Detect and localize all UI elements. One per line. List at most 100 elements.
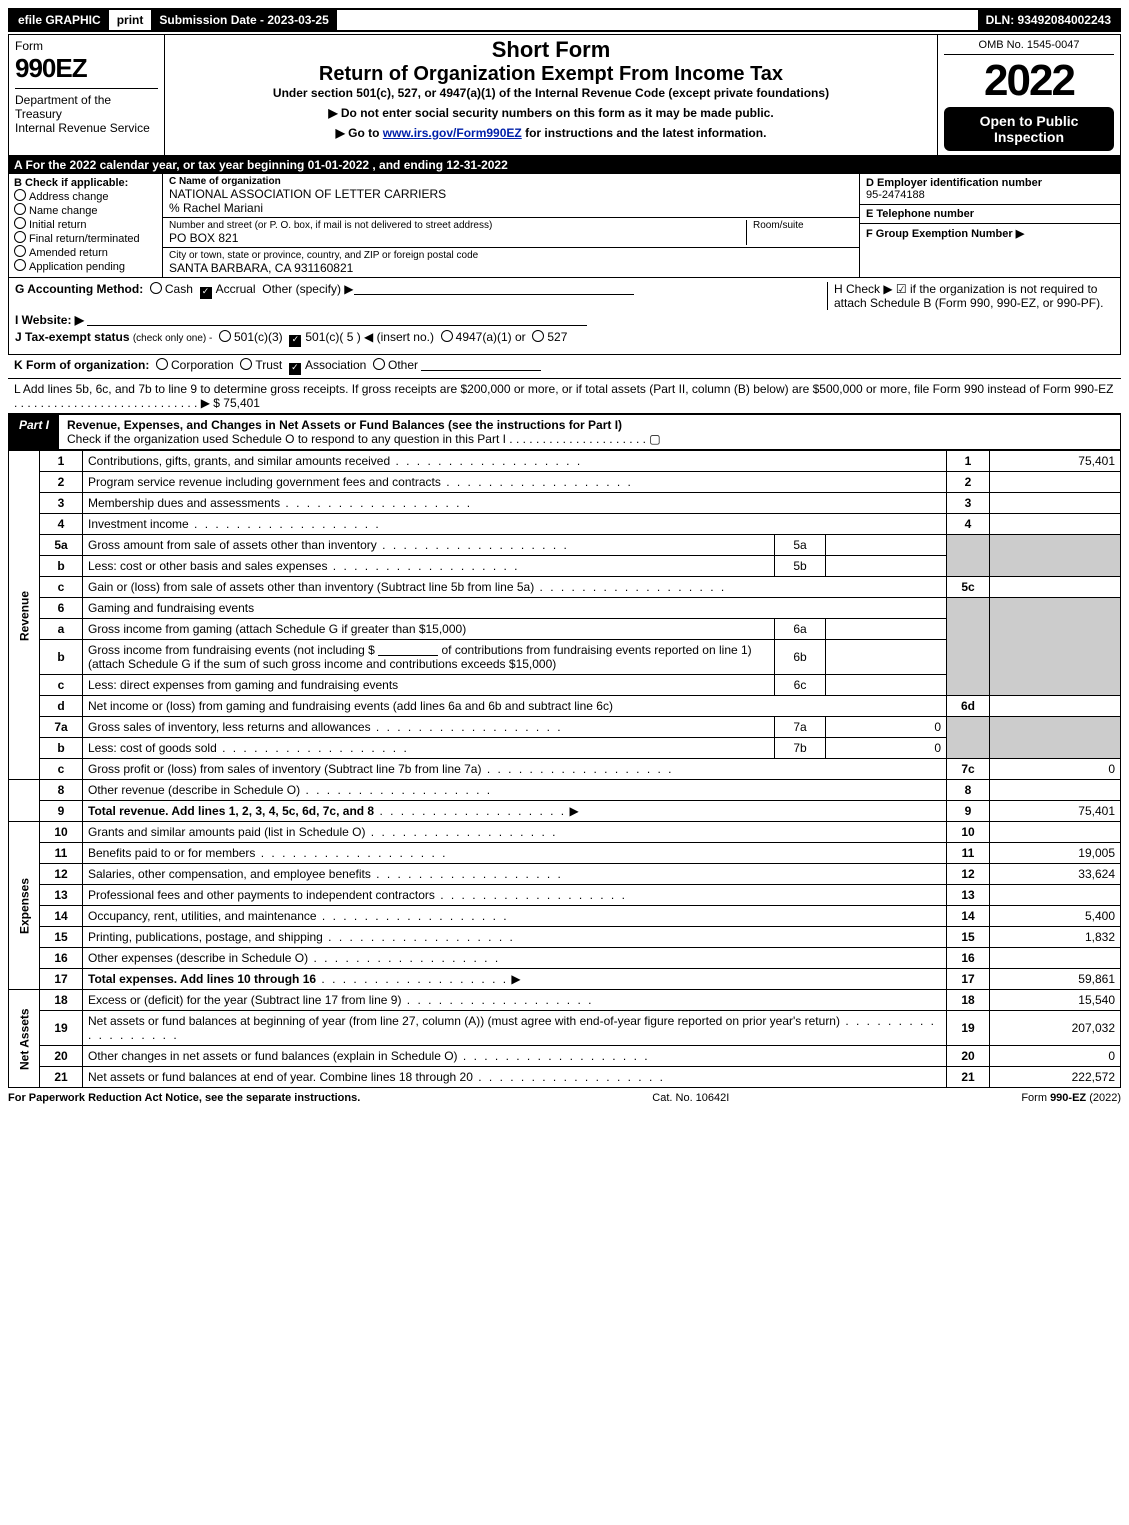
g-other: Other (specify) ▶ [262,282,353,296]
line-18-key: 18 [947,990,990,1011]
section-ghij: G Accounting Method: Cash Accrual Other … [8,278,1121,355]
line-6a-text: Gross income from gaming (attach Schedul… [83,619,775,640]
g-cash-radio[interactable] [150,282,162,294]
pointer-line-2: ▶ Go to www.irs.gov/Form990EZ for instru… [171,126,931,140]
line-6-text: Gaming and fundraising events [83,598,947,619]
g-accrual-check[interactable] [200,287,212,299]
line-9-key: 9 [947,801,990,822]
line-5a-text: Gross amount from sale of assets other t… [88,538,569,552]
line-6b-amount-field[interactable] [378,643,438,656]
line-1-val: 75,401 [990,451,1121,472]
k-corp-radio[interactable] [156,358,168,370]
revenue-sidelabel-2 [9,780,40,822]
b-opt-initial[interactable]: Initial return [14,217,157,231]
line-5a-key: 5a [775,535,826,556]
i-row: I Website: ▶ [15,313,1114,327]
line-6b-num: b [40,640,83,675]
c-org-section: C Name of organization NATIONAL ASSOCIAT… [163,174,859,218]
b-opt-initial-label: Initial return [29,219,86,231]
dept-label: Department of the Treasury Internal Reve… [15,88,158,135]
b-opt-final[interactable]: Final return/terminated [14,231,157,245]
j-4947-radio[interactable] [441,330,453,342]
b-opt-amended[interactable]: Amended return [14,245,157,259]
line-13-num: 13 [40,885,83,906]
part-i-checkline: Check if the organization used Schedule … [67,432,661,446]
website-field[interactable] [87,313,587,326]
line-21-val: 222,572 [990,1067,1121,1088]
footer-form: Form 990-EZ (2022) [1021,1092,1121,1104]
line-8-key: 8 [947,780,990,801]
line-21-key: 21 [947,1067,990,1088]
line-16-key: 16 [947,948,990,969]
line-2-val [990,472,1121,493]
footer-cat: Cat. No. 10642I [652,1092,729,1104]
p2-pre: Go to [348,126,383,140]
tax-year: 2022 [944,59,1114,103]
irs-link[interactable]: www.irs.gov/Form990EZ [383,126,522,140]
line-15-key: 15 [947,927,990,948]
line-14-val: 5,400 [990,906,1121,927]
line-18-val: 15,540 [990,990,1121,1011]
subtitle: Under section 501(c), 527, or 4947(a)(1)… [171,86,931,100]
g-other-field[interactable] [354,282,634,295]
line-7b-num: b [40,738,83,759]
b-opt-name-label: Name change [29,205,98,217]
line-7a-val: 0 [826,717,947,738]
line-5c-val [990,577,1121,598]
b-opt-address[interactable]: Address change [14,189,157,203]
k-other-radio[interactable] [373,358,385,370]
line-6b-t1: Gross income from fundraising events (no… [88,643,375,657]
col-b: B Check if applicable: Address change Na… [9,174,163,277]
line-13-val [990,885,1121,906]
part-i-header: Part I Revenue, Expenses, and Changes in… [8,414,1121,450]
j-501c5-check[interactable] [289,335,301,347]
form-number: 990EZ [15,53,158,84]
main-title: Return of Organization Exempt From Incom… [171,63,931,86]
form-label: Form [15,39,158,53]
line-6c-text: Less: direct expenses from gaming and fu… [83,675,775,696]
b-opt-name[interactable]: Name change [14,203,157,217]
b-opt-pending[interactable]: Application pending [14,259,157,273]
b-opt-amended-label: Amended return [29,247,108,259]
line-6b-key: 6b [775,640,826,675]
line-5c-num: c [40,577,83,598]
k-other-field[interactable] [421,358,541,371]
c-city-section: City or town, state or province, country… [163,248,859,277]
line-18-num: 18 [40,990,83,1011]
line-15-val: 1,832 [990,927,1121,948]
pointer-line-1: Do not enter social security numbers on … [171,106,931,120]
line-15-num: 15 [40,927,83,948]
j-527-radio[interactable] [532,330,544,342]
line-11-key: 11 [947,843,990,864]
line-6-num: 6 [40,598,83,619]
k-assoc-check[interactable] [289,363,301,375]
b-opt-address-label: Address change [29,191,109,203]
col-c: C Name of organization NATIONAL ASSOCIAT… [163,174,860,277]
line-13-key: 13 [947,885,990,906]
print-button[interactable]: print [109,10,152,30]
j-501c3-radio[interactable] [219,330,231,342]
c-label: C Name of organization [169,176,853,187]
k-row: K Form of organization: Corporation Trus… [8,355,1121,379]
p2-post: for instructions and the latest informat… [522,126,767,140]
j-501c3: 501(c)(3) [234,330,283,344]
line-11-text: Benefits paid to or for members [88,846,447,860]
line-9-text: Total revenue. Add lines 1, 2, 3, 4, 5c,… [88,804,374,818]
line-4-text: Investment income [88,517,381,531]
line-3-text: Membership dues and assessments [88,496,472,510]
topbar-gap [337,10,978,30]
footer-form-pre: Form [1021,1092,1050,1104]
line-7c-num: c [40,759,83,780]
b-label: B Check if applicable: [14,177,157,189]
d-row: D Employer identification number 95-2474… [860,174,1120,205]
line-7c-key: 7c [947,759,990,780]
lines-table: Revenue 1 Contributions, gifts, grants, … [8,450,1121,1088]
k-trust-radio[interactable] [240,358,252,370]
line-17-num: 17 [40,969,83,990]
care-of: % Rachel Mariani [169,201,853,215]
line-6a-val [826,619,947,640]
f-row: F Group Exemption Number ▶ [860,224,1120,277]
shade-6 [947,598,990,696]
j-label: J Tax-exempt status [15,330,130,344]
line-10-val [990,822,1121,843]
